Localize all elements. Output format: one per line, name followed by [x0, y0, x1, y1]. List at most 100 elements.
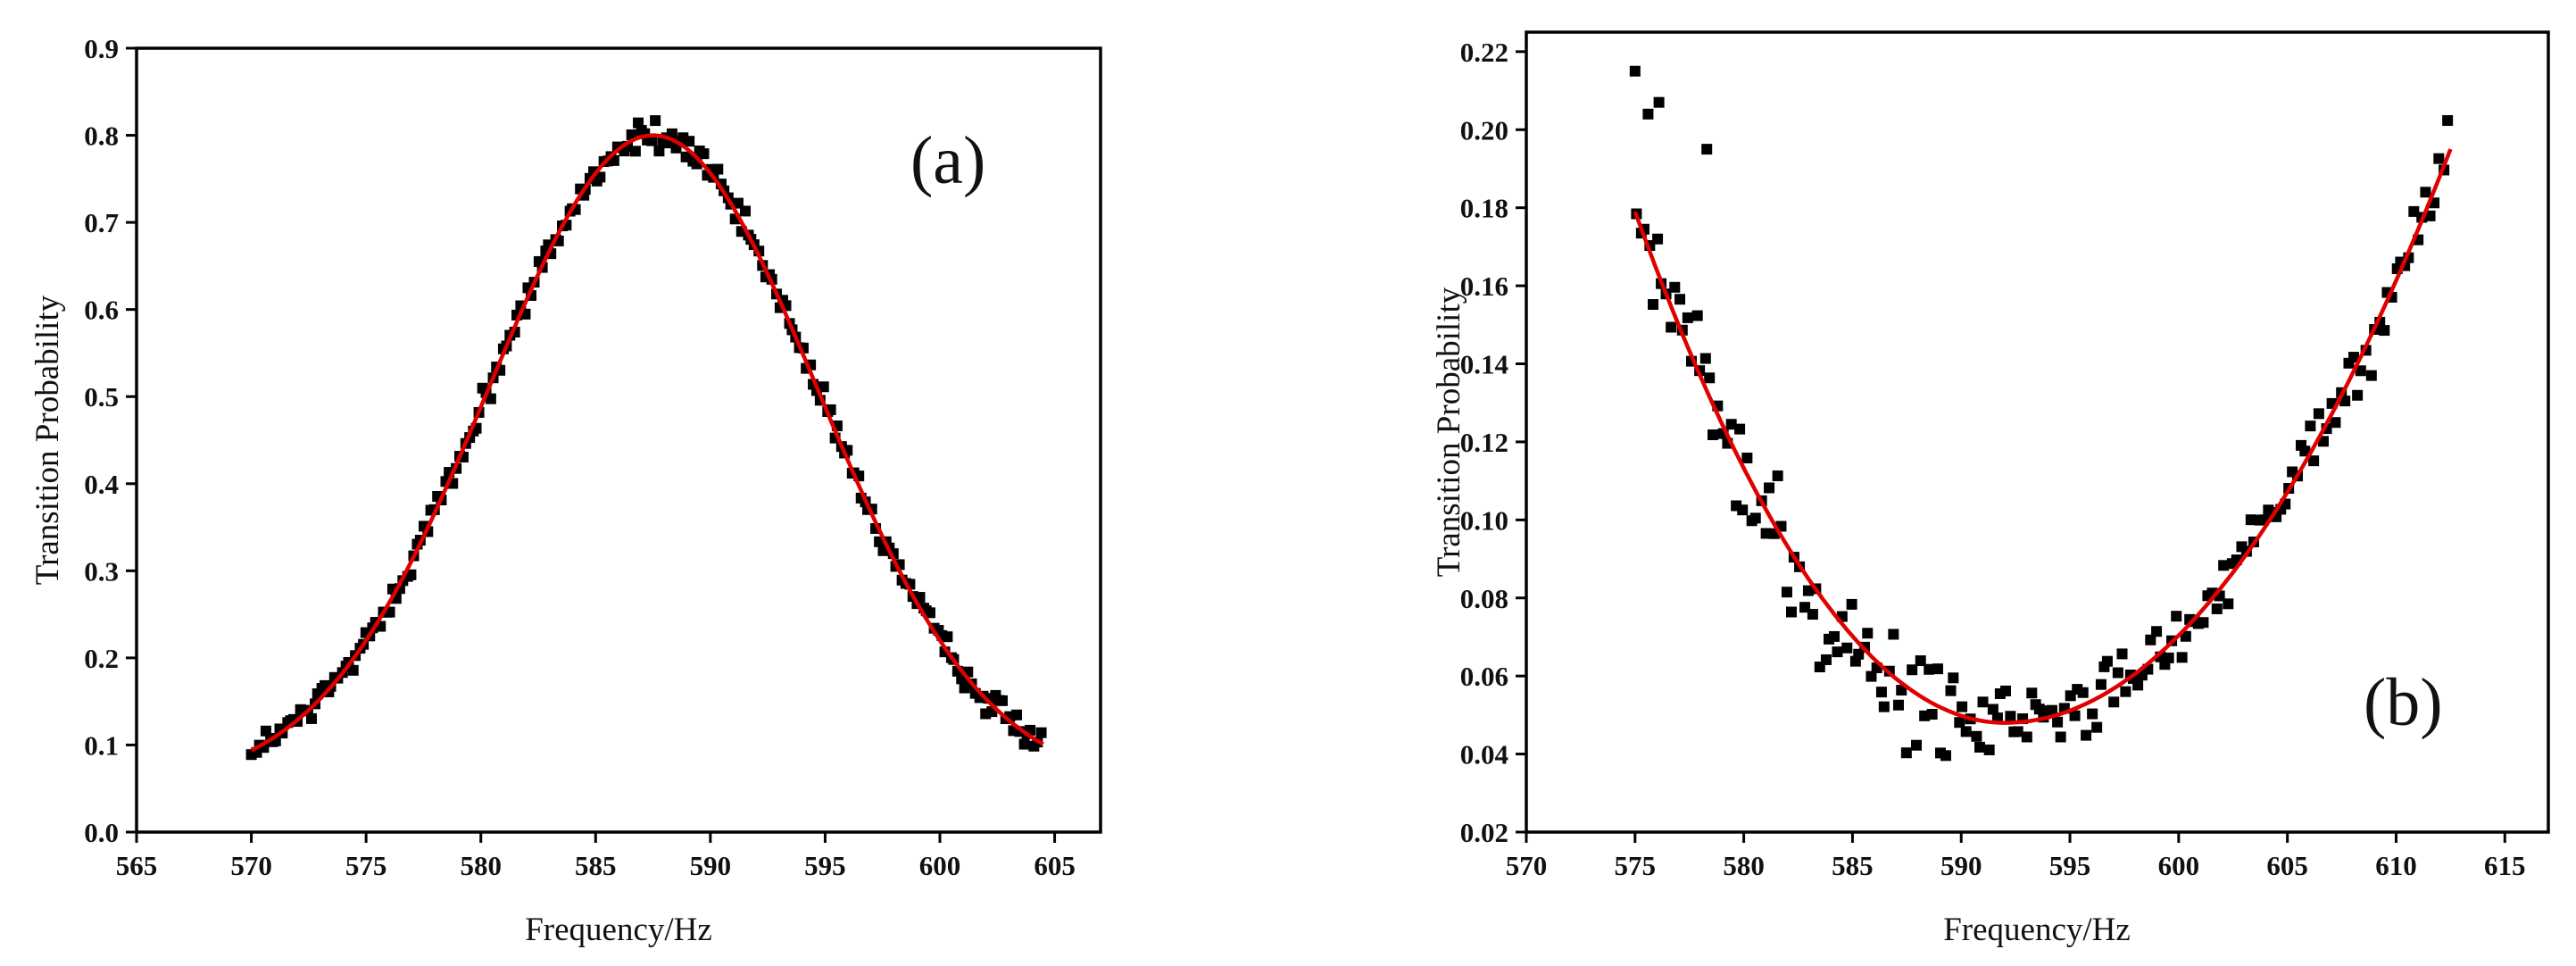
chart-b-data-point: [2033, 704, 2045, 715]
chart-b-data-point: [1888, 629, 1899, 640]
chart-a-plot-frame: [135, 46, 1102, 834]
chart-b-data-point: [2095, 679, 2107, 690]
chart-b-data-point: [2101, 655, 2113, 667]
chart-b-data-point: [1940, 750, 1951, 762]
chart-b-y-tick-label: 0.20: [1460, 114, 1508, 146]
chart-a-x-axis-title: Frequency/Hz: [525, 912, 712, 948]
chart-b-y-tick-label: 0.12: [1460, 427, 1508, 458]
chart-a-data-point: [942, 631, 953, 643]
chart-a-ticks: 565 570 575 580 585 590 595 600 605 0.0 0.1 0.2 0.3 0…: [84, 33, 1076, 881]
chart-b-data-point: [2352, 389, 2364, 401]
chart-b-data-point: [2000, 685, 2012, 696]
chart-b-data-point: [1932, 663, 1943, 675]
chart-b-data-point: [1648, 299, 1659, 311]
chart-a-y-tick-label: 0.0: [84, 817, 119, 848]
chart-a-data-point: [305, 712, 317, 724]
chart-b-data-point: [2347, 352, 2359, 363]
chart-b-data-point: [1653, 96, 1665, 108]
chart-b-data-point: [2081, 729, 2092, 741]
chart-b-data-point: [1704, 372, 1716, 384]
chart-b-data-point: [1781, 587, 1792, 598]
chart-b-y-tick-label: 0.18: [1460, 193, 1508, 224]
chart-b-data-point: [1652, 233, 1664, 245]
chart-b-y-tick-label: 0.02: [1460, 817, 1508, 848]
chart-b-data-point: [2012, 726, 2023, 737]
chart-b-data-point: [1846, 598, 1857, 610]
chart-b-data-point: [1734, 423, 1746, 435]
chart-b-data-point: [2339, 396, 2351, 407]
chart-b-data-point: [1629, 65, 1641, 77]
chart-b-x-tick-label: 590: [1940, 850, 1982, 881]
chart-b-data-point: [2176, 652, 2188, 663]
chart-a-data-point: [629, 146, 641, 157]
chart-b-data-point: [1926, 709, 1938, 720]
chart-b-data-point: [1785, 606, 1797, 618]
chart-b-data-point: [2112, 667, 2123, 679]
chart-b-data-point: [2355, 365, 2366, 377]
chart-b-panel-label: (b): [2364, 665, 2443, 740]
chart-b-data-point: [2005, 711, 2016, 722]
chart-b-x-tick-label: 580: [1723, 850, 1765, 881]
chart-b-data-point: [2198, 617, 2209, 629]
chart-b: 570 575 580 585 590 595 600 605 610 615 0.02 0.04 0.…: [1431, 30, 2550, 948]
chart-b-data-point: [1987, 704, 1998, 715]
chart-a-data-point: [818, 381, 829, 393]
chart-a-data-point: [1018, 738, 1030, 750]
chart-b-data-point: [1892, 699, 1904, 711]
chart-b-y-tick-label: 0.08: [1460, 583, 1508, 614]
chart-b-data-point: [1669, 281, 1681, 293]
chart-b-data-point: [1896, 685, 1907, 696]
chart-a-x-tick-label: 580: [460, 850, 502, 881]
chart-b-data-point: [2108, 696, 2120, 708]
chart-b-data-point: [2132, 679, 2144, 691]
chart-b-data-point: [2046, 704, 2057, 716]
chart-b-data-point: [1948, 672, 1959, 684]
chart-b-x-axis-title: Frequency/Hz: [1943, 912, 2131, 948]
chart-a-y-tick-label: 0.3: [84, 555, 119, 587]
chart-a-data-point: [650, 115, 661, 127]
chart-b-y-tick-label: 0.04: [1460, 739, 1508, 770]
chart-b-data-point: [1737, 504, 1749, 516]
chart-b-data-point: [1642, 108, 1654, 120]
chart-b-data-point: [1764, 482, 1775, 494]
chart-b-data-point: [1977, 696, 1989, 708]
chart-a-x-tick-label: 590: [690, 850, 732, 881]
chart-b-data-point: [2379, 325, 2390, 337]
chart-b-data-point: [1907, 664, 1918, 676]
chart-a-y-tick-label: 0.8: [84, 121, 119, 152]
chart-a-x-tick-label: 570: [230, 850, 272, 881]
chart-b-data-point: [1924, 663, 1935, 675]
chart-b-data-point: [2055, 731, 2066, 743]
chart-b-plot-frame: [1525, 30, 2550, 834]
chart-b-fit-curve: [1633, 148, 2453, 725]
chart-a-data-points: [245, 115, 1047, 761]
chart-b-data-point: [2211, 603, 2223, 614]
chart-b-data-point: [2163, 652, 2174, 663]
chart-b-data-point: [1862, 628, 1874, 639]
chart-a-y-tick-label: 0.6: [84, 295, 119, 326]
chart-a-data-point: [347, 664, 359, 676]
chart-b-y-axis-title: Transition Probability: [1431, 287, 1467, 577]
chart-b-data-point: [1807, 609, 1818, 620]
chart-b-data-points: [1629, 65, 2454, 762]
chart-b-data-point: [1674, 294, 1686, 305]
chart-b-data-point: [1820, 654, 1832, 665]
chart-a-data-point: [684, 136, 695, 147]
chart-a-data-point: [594, 171, 606, 183]
chart-a-x-tick-label: 575: [345, 850, 387, 881]
chart-a-x-tick-label: 595: [804, 850, 846, 881]
chart-b-data-point: [1866, 670, 1877, 682]
chart-b-data-point: [1945, 685, 1957, 696]
chart-b-data-point: [2305, 421, 2316, 432]
chart-a-data-point: [739, 205, 751, 217]
chart-b-data-point: [1691, 310, 1703, 321]
chart-b-data-point: [1974, 741, 1986, 753]
chart-a-data-point: [646, 135, 658, 146]
chart-a-y-tick-label: 0.4: [84, 469, 119, 500]
chart-b-data-point: [2021, 731, 2032, 743]
chart-b-y-tick-label: 0.10: [1460, 504, 1508, 536]
chart-a-fit-curve: [250, 133, 1044, 753]
chart-b-data-point: [1900, 747, 1912, 759]
chart-b-data-point: [1699, 353, 1711, 364]
